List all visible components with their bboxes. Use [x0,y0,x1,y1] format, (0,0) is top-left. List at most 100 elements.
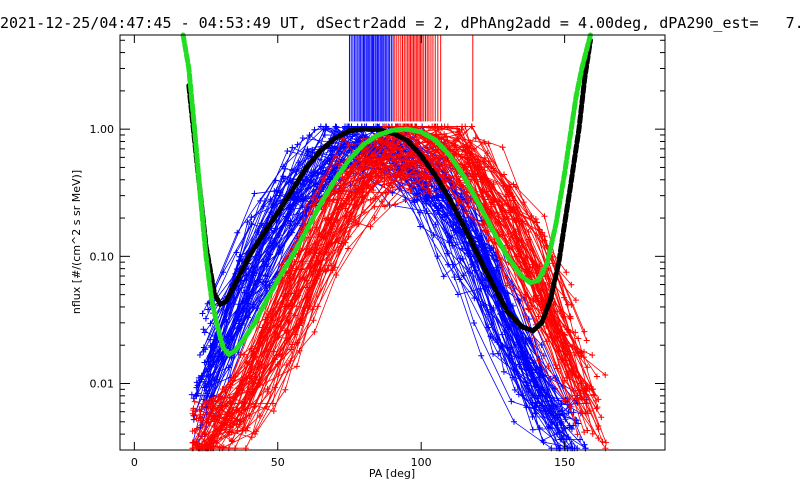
data-point [352,186,359,193]
data-point [199,310,206,317]
data-point [233,266,240,273]
data-point [211,361,218,368]
data-point [508,398,515,405]
data-point [572,297,579,304]
data-point [358,198,365,205]
x-tick-label: 50 [271,456,285,469]
data-point [455,129,462,136]
data-point [188,391,195,398]
data-point [499,331,506,338]
data-point [493,198,500,205]
data-point [284,148,291,155]
data-point [389,189,396,196]
data-point [211,332,218,339]
data-point [502,282,509,289]
data-point [459,245,466,252]
data-point [500,368,507,375]
data-point [200,326,207,333]
data-point [201,329,208,336]
data-point [589,352,596,359]
data-point [536,374,543,381]
data-point [490,350,497,357]
data-point [578,394,585,401]
black-fit-line [186,37,593,334]
data-point [400,157,407,164]
data-point [208,398,215,405]
data-point [193,415,200,422]
data-point [252,353,259,360]
data-point [539,437,546,444]
data-point [515,391,522,398]
data-point [256,412,263,419]
data-point [345,233,352,240]
data-point [524,382,531,389]
data-point [557,436,564,443]
data-point [485,140,492,147]
data-point [191,398,198,405]
data-point [503,295,510,302]
data-point [584,364,591,371]
data-point [449,242,456,249]
data-point [567,315,574,322]
fits-layer [180,32,593,358]
markers-layer [348,35,474,122]
data-point [432,221,439,228]
data-point [234,427,241,434]
data-point [513,235,520,242]
data-point [552,361,559,368]
data-point [472,134,479,141]
data-point [309,306,316,313]
data-point [602,371,609,378]
data-point [238,418,245,425]
data-point [248,271,255,278]
series-trace [192,125,569,449]
data-point [241,399,248,406]
data-point [434,207,441,214]
data-point [529,413,536,420]
data-point [480,302,487,309]
data-point [564,326,571,333]
data-point [425,181,432,188]
data-point [593,373,600,380]
data-point [309,146,316,153]
data-point [468,123,475,130]
data-point [481,139,488,146]
data-point [202,315,209,322]
data-point [355,220,362,227]
data-point [210,340,217,347]
data-point [566,394,573,401]
data-point [536,263,543,270]
data-point [331,144,338,151]
series-trace [210,150,572,449]
data-point [469,159,476,166]
data-point [330,188,337,195]
data-point [485,284,492,291]
data-point [359,185,366,192]
data-point [193,438,200,445]
data-point [310,177,317,184]
data-point [488,244,495,251]
data-point [289,167,296,174]
data-point [499,343,506,350]
data-point [390,156,397,163]
data-point [243,378,250,385]
data-point [478,352,485,359]
data-point [509,302,516,309]
data-point [312,240,319,247]
data-point [565,409,572,416]
data-point [427,190,434,197]
data-point [367,223,374,230]
data-point [525,229,532,236]
data-point [321,215,328,222]
data-point [250,301,257,308]
y-axis: 0.01 0.10 1.00 [90,39,665,451]
data-point [285,318,292,325]
data-point [304,146,311,153]
data-point [506,352,513,359]
data-point [206,441,213,448]
data-point [293,363,300,370]
data-point [495,218,502,225]
data-point [572,329,579,336]
data-point [422,193,429,200]
